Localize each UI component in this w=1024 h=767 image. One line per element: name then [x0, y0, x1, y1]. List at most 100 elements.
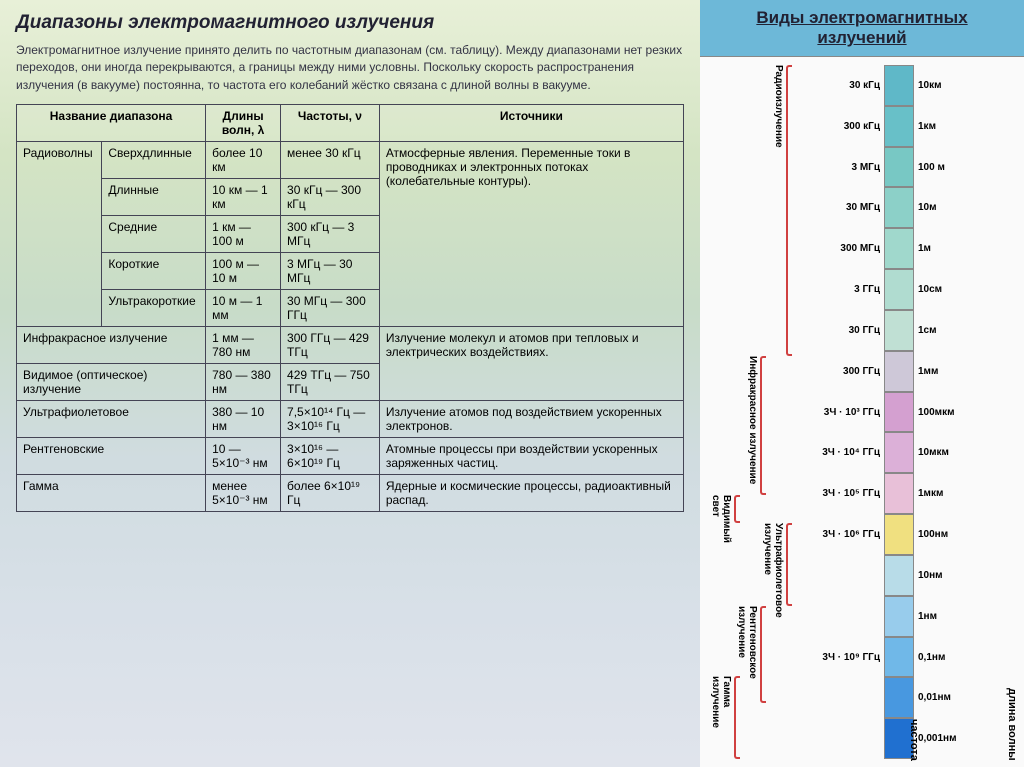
wave-label: 1мм [914, 351, 978, 392]
cell: менее 5×10⁻³ нм [206, 475, 281, 512]
cell: Средние [102, 216, 206, 253]
cell: более 10 км [206, 142, 281, 179]
cell: 10 км — 1 км [206, 179, 281, 216]
axis-frequency: частота [908, 719, 920, 761]
wave-label: 10м [914, 187, 978, 228]
cell: Видимое (оптическое) излучение [17, 364, 206, 401]
cell: Излучение атомов под воздействием ускоре… [379, 401, 683, 438]
freq-label: 3Ч · 10³ ГГц [794, 392, 884, 433]
cell: 1 км — 100 м [206, 216, 281, 253]
freq-label [794, 677, 884, 718]
color-segment [884, 514, 914, 555]
freq-label: 3 ГГц [794, 269, 884, 310]
cell: 100 м — 10 м [206, 253, 281, 290]
cell: 380 — 10 нм [206, 401, 281, 438]
wave-label: 100нм [914, 514, 978, 555]
freq-label: 30 МГц [794, 187, 884, 228]
cell: 30 кГц — 300 кГц [281, 179, 380, 216]
table-row: Ультрафиолетовое380 — 10 нм7,5×10¹⁴ Гц —… [17, 401, 684, 438]
spectrum-table: Название диапазона Длины волн, λ Частоты… [16, 104, 684, 512]
color-segment [884, 147, 914, 188]
cell: 300 кГц — 3 МГц [281, 216, 380, 253]
freq-label: 30 ГГц [794, 310, 884, 351]
spectrum-diagram: РадиоизлучениеИнфракрасное излучениеВиди… [700, 57, 1024, 767]
cell: 30 МГц — 300 ГГц [281, 290, 380, 327]
cell: Сверхдлинные [102, 142, 206, 179]
color-segment [884, 473, 914, 514]
wave-label: 10мкм [914, 432, 978, 473]
wave-label: 10см [914, 269, 978, 310]
cell-radio-label: Радиоволны [17, 142, 102, 327]
color-segment [884, 269, 914, 310]
freq-label: 3Ч · 10⁵ ГГц [794, 473, 884, 514]
wave-label: 0,1нм [914, 637, 978, 678]
freq-label: 3Ч · 10⁴ ГГц [794, 432, 884, 473]
band-label: Ультрафиолетовое излучение [762, 523, 784, 606]
col-sources: Источники [379, 105, 683, 142]
band-bracket [786, 65, 792, 356]
color-segment [884, 228, 914, 269]
freq-label: 300 ГГц [794, 351, 884, 392]
axis-wavelength: длина волны [1006, 688, 1018, 761]
cell: 10 м — 1 мм [206, 290, 281, 327]
cell: 3 МГц — 30 МГц [281, 253, 380, 290]
freq-label: 3 МГц [794, 147, 884, 188]
cell: 7,5×10¹⁴ Гц — 3×10¹⁶ Гц [281, 401, 380, 438]
cell: 1 мм — 780 нм [206, 327, 281, 364]
cell: более 6×10¹⁹ Гц [281, 475, 380, 512]
color-segment [884, 392, 914, 433]
color-segment [884, 65, 914, 106]
band-bracket [734, 495, 740, 523]
right-panel: Виды электромагнитных излучений Радиоизл… [700, 0, 1024, 767]
cell: Излучение молекул и атомов при тепловых … [379, 327, 683, 401]
freq-label: 3Ч · 10⁶ ГГц [794, 514, 884, 555]
wave-label: 0,001нм [914, 718, 978, 759]
color-segment [884, 555, 914, 596]
cell: 3×10¹⁶ — 6×10¹⁹ Гц [281, 438, 380, 475]
cell: 429 ТГц — 750 ТГц [281, 364, 380, 401]
col-wavelength: Длины волн, λ [206, 105, 281, 142]
cell: Длинные [102, 179, 206, 216]
intro-text: Электромагнитное излучение принято делит… [16, 42, 684, 94]
color-segment [884, 637, 914, 678]
cell: Короткие [102, 253, 206, 290]
wave-label: 10нм [914, 555, 978, 596]
freq-label: 300 кГц [794, 106, 884, 147]
wave-label: 1м [914, 228, 978, 269]
table-row: Инфракрасное излучение1 мм — 780 нм300 Г… [17, 327, 684, 364]
table-row: Рентгеновские10 — 5×10⁻³ нм3×10¹⁶ — 6×10… [17, 438, 684, 475]
cell: Рентгеновские [17, 438, 206, 475]
table-row: Гаммаменее 5×10⁻³ нмболее 6×10¹⁹ ГцЯдерн… [17, 475, 684, 512]
freq-label: 300 МГц [794, 228, 884, 269]
freq-label [794, 718, 884, 759]
wave-label: 100 м [914, 147, 978, 188]
page-title: Диапазоны электромагнитного излучения [16, 12, 684, 34]
color-segment [884, 432, 914, 473]
cell: менее 30 кГц [281, 142, 380, 179]
freq-label [794, 555, 884, 596]
freq-label: 3Ч · 10⁹ ГГц [794, 637, 884, 678]
wave-label: 100мкм [914, 392, 978, 433]
color-segment [884, 351, 914, 392]
cell: Инфракрасное излучение [17, 327, 206, 364]
wave-label: 1см [914, 310, 978, 351]
cell: 10 — 5×10⁻³ нм [206, 438, 281, 475]
color-segment [884, 677, 914, 718]
table-row: РадиоволныСверхдлинныеболее 10 кмменее 3… [17, 142, 684, 179]
band-bracket [760, 606, 766, 703]
cell: Ядерные и космические процессы, радиоакт… [379, 475, 683, 512]
color-segment [884, 106, 914, 147]
band-label: Инфракрасное излучение [747, 356, 758, 495]
color-segment [884, 310, 914, 351]
cell: Атомные процессы при воздействии ускорен… [379, 438, 683, 475]
cell: 300 ГГц — 429 ТГц [281, 327, 380, 364]
right-title: Виды электромагнитных излучений [700, 0, 1024, 57]
wave-label: 1мкм [914, 473, 978, 514]
cell: Ультракороткие [102, 290, 206, 327]
color-segment [884, 596, 914, 637]
band-bracket [786, 523, 792, 606]
cell-radio-src: Атмосферные явления. Переменные токи в п… [379, 142, 683, 327]
band-label: Видимый свет [710, 495, 732, 523]
band-bracket [734, 676, 740, 759]
cell: Ультрафиолетовое [17, 401, 206, 438]
